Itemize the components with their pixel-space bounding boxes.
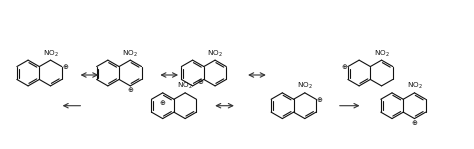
Text: NO$_2$: NO$_2$: [122, 48, 138, 59]
Text: $\oplus$: $\oplus$: [159, 98, 166, 107]
Text: $\oplus$: $\oplus$: [316, 95, 323, 104]
Text: NO$_2$: NO$_2$: [177, 81, 193, 91]
Text: NO$_2$: NO$_2$: [297, 81, 313, 91]
Text: $\oplus$: $\oplus$: [62, 62, 69, 71]
Text: NO$_2$: NO$_2$: [374, 48, 390, 59]
Text: $\oplus$: $\oplus$: [341, 62, 348, 71]
Text: NO$_2$: NO$_2$: [407, 81, 422, 91]
Text: $\oplus$: $\oplus$: [197, 77, 204, 86]
Text: NO$_2$: NO$_2$: [207, 48, 223, 59]
Text: $\oplus$: $\oplus$: [127, 85, 134, 94]
Text: $\oplus$: $\oplus$: [411, 118, 418, 127]
Text: NO$_2$: NO$_2$: [43, 48, 58, 59]
